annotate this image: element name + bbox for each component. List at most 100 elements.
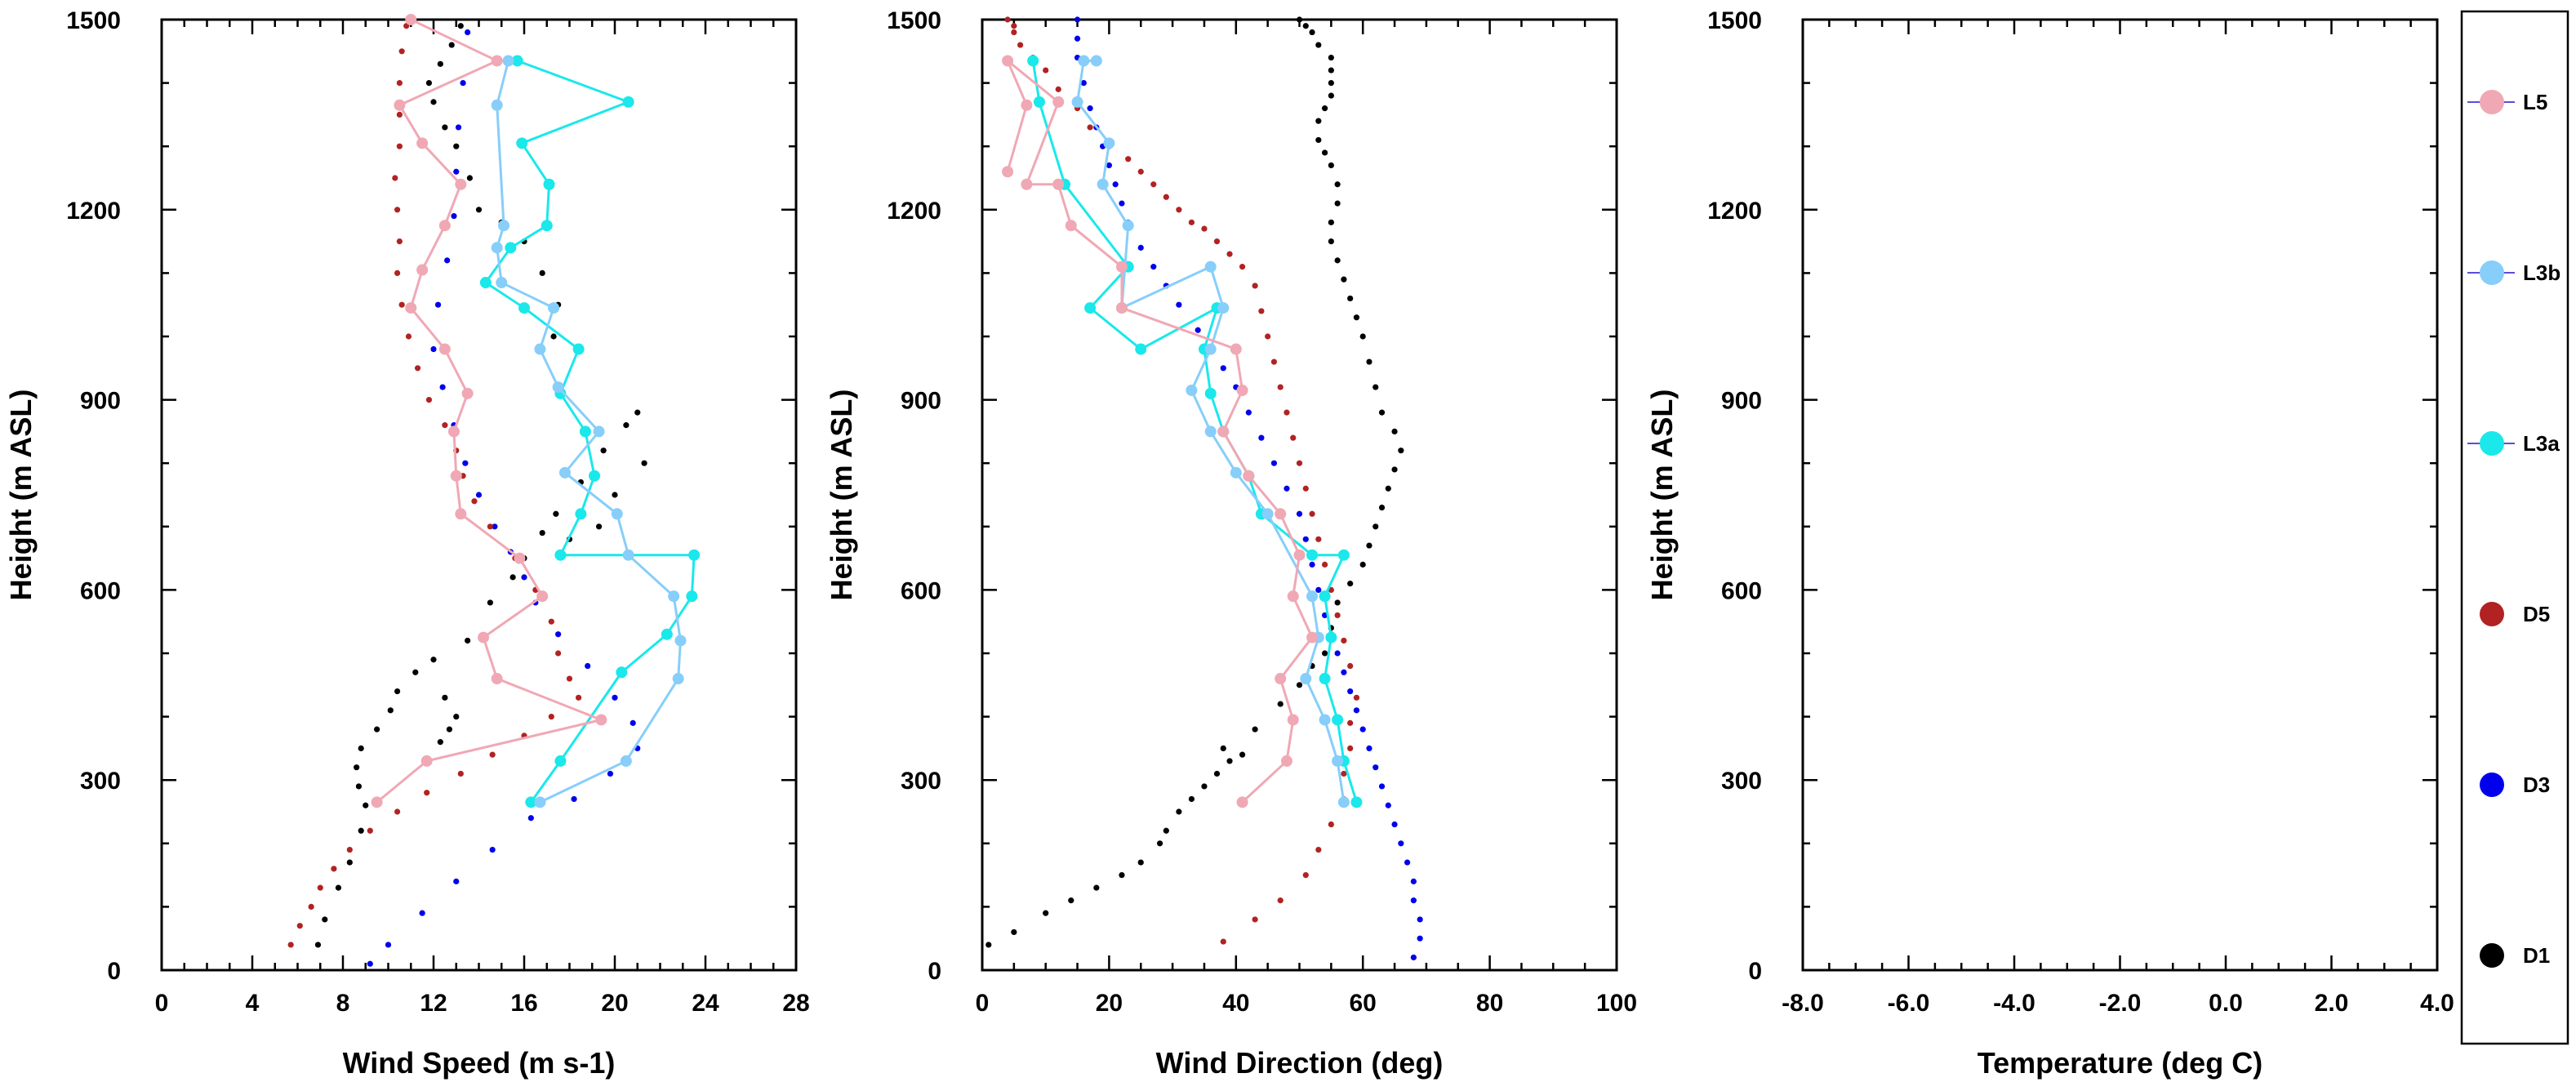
data-point-D5 <box>396 238 403 245</box>
data-point-D1 <box>600 448 607 454</box>
data-point-L3b <box>1186 384 1198 396</box>
series-line-L3a <box>1031 60 1358 803</box>
data-point-D5 <box>1258 308 1265 314</box>
series-D3 <box>1074 16 1423 961</box>
data-point-D1 <box>1391 428 1398 435</box>
data-point-L5 <box>1052 178 1065 190</box>
data-point-D5 <box>1252 283 1258 289</box>
data-point-L3b <box>1071 96 1083 108</box>
data-point-D1 <box>612 492 618 498</box>
data-point-D5 <box>1315 846 1322 853</box>
data-point-L5 <box>420 755 433 767</box>
legend-marker <box>2480 943 2504 968</box>
data-point-D3 <box>1220 365 1226 372</box>
data-point-D3 <box>460 80 466 87</box>
data-point-L5 <box>595 714 607 726</box>
y-tick-label: 1200 <box>1707 198 1762 225</box>
data-point-D1 <box>1226 758 1233 764</box>
data-point-D3 <box>630 719 636 726</box>
data-point-D3 <box>1087 105 1093 112</box>
data-point-L5 <box>1243 470 1255 482</box>
data-point-L5 <box>1280 755 1292 767</box>
data-point-D5 <box>487 523 493 530</box>
data-point-D5 <box>1328 821 1334 828</box>
data-point-D1 <box>430 99 437 105</box>
series-line-L5 <box>376 18 606 804</box>
data-point-L3b <box>1122 220 1134 232</box>
data-point-D3 <box>1353 707 1360 714</box>
data-point-D1 <box>354 764 360 771</box>
data-point-D5 <box>346 846 353 853</box>
series-line-L3a <box>483 60 696 804</box>
data-point-D5 <box>296 923 303 929</box>
data-point-D5 <box>405 333 412 340</box>
data-point-D3 <box>1074 35 1081 42</box>
data-point-L3a <box>1033 96 1045 108</box>
data-point-D5 <box>1341 637 1347 644</box>
data-point-D1 <box>1398 448 1404 454</box>
plot-frame <box>981 18 1618 972</box>
y-tick-label: 300 <box>901 768 941 795</box>
data-point-D5 <box>555 650 562 657</box>
legend-entry-D1: D1 <box>2480 943 2550 968</box>
legend-label: D3 <box>2523 773 2550 797</box>
data-point-L3b <box>1230 466 1242 479</box>
data-point-L5 <box>455 178 467 190</box>
data-point-D3 <box>1410 897 1417 904</box>
data-point-D5 <box>1341 770 1347 777</box>
plot-frame <box>1801 18 2439 972</box>
data-point-D1 <box>465 637 471 644</box>
legend-marker <box>2480 773 2504 797</box>
x-tick-label: 16 <box>510 990 537 1017</box>
data-point-L3a <box>479 277 492 289</box>
data-point-D5 <box>457 770 464 777</box>
data-point-L3b <box>1097 178 1109 190</box>
data-point-D5 <box>1277 384 1284 390</box>
data-point-L3b <box>593 425 605 438</box>
data-point-L5 <box>1002 166 1014 178</box>
data-point-D5 <box>396 111 403 118</box>
data-point-D3 <box>367 960 373 967</box>
data-point-D3 <box>455 124 462 131</box>
data-point-L3b <box>668 590 680 603</box>
data-point-L5 <box>438 220 451 232</box>
data-point-D5 <box>394 808 401 815</box>
data-point-L5 <box>1275 673 1287 685</box>
data-point-L3b <box>1103 137 1115 149</box>
data-point-D5 <box>1347 745 1354 752</box>
data-point-D1 <box>475 207 483 213</box>
data-point-D3 <box>585 662 591 670</box>
data-point-D1 <box>1378 409 1386 416</box>
data-point-D1 <box>1328 80 1334 87</box>
data-point-D3 <box>1119 200 1125 207</box>
data-point-D1 <box>466 175 474 181</box>
y-tick-label: 300 <box>1721 768 1762 795</box>
y-tick-label: 0 <box>107 958 121 985</box>
data-point-D1 <box>448 42 455 48</box>
data-point-D1 <box>1156 840 1163 847</box>
data-point-D1 <box>1309 29 1315 36</box>
data-point-D3 <box>571 795 577 803</box>
data-point-D3 <box>1309 561 1315 568</box>
data-point-D5 <box>1011 29 1017 36</box>
data-point-D5 <box>489 751 496 758</box>
data-point-D3 <box>1410 878 1417 884</box>
data-point-L5 <box>1306 631 1319 643</box>
data-point-L3a <box>541 220 553 232</box>
data-point-D5 <box>392 175 398 181</box>
data-point-D1 <box>539 269 545 276</box>
y-axis-title: Height (m ASL) <box>1645 390 1679 601</box>
legend-entry-L3a: L3a <box>2467 431 2560 456</box>
x-tick-label: 20 <box>601 990 628 1017</box>
y-tick-label: 1200 <box>66 198 121 225</box>
data-point-D3 <box>1137 244 1144 251</box>
legend-marker <box>2480 602 2504 626</box>
data-point-D1 <box>453 714 460 720</box>
data-point-D5 <box>1270 358 1278 365</box>
x-tick-label: 24 <box>692 990 719 1017</box>
data-point-D1 <box>1213 770 1221 777</box>
data-point-D1 <box>335 884 342 891</box>
data-point-L5 <box>405 302 417 314</box>
data-point-D1 <box>1328 238 1334 245</box>
data-point-D3 <box>1258 434 1265 441</box>
